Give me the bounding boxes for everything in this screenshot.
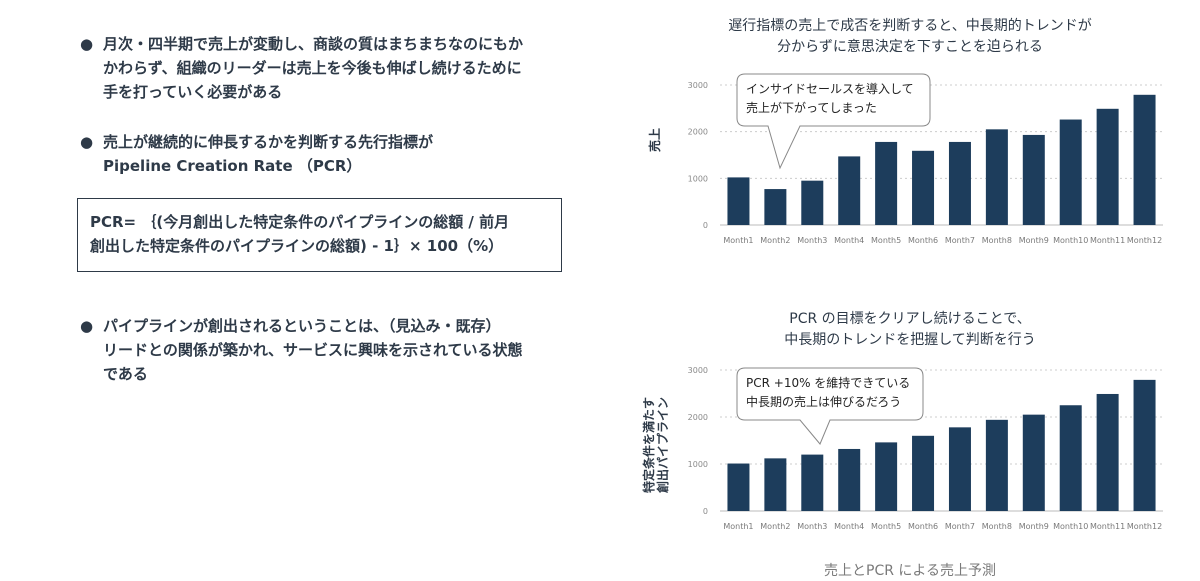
callout-text: インサイドセールスを導入して [746,82,914,96]
bar-month5 [875,442,898,511]
y-axis-label-line: 創出パイプライン [655,397,670,494]
bar-month4 [838,448,861,511]
x-tick-label: Month1 [723,522,753,531]
bar-month9 [1022,134,1045,225]
bar-month5 [875,141,898,225]
y-tick-label: 0 [703,507,708,516]
y-axis-label: 特定条件を満たす 創出パイプライン [641,397,670,494]
bullet-1: ● 月次・四半期で売上が変動し、商談の質はまちまちなのにもか かわらず、組織のリ… [80,32,560,104]
x-tick-label: Month8 [982,522,1012,531]
chart-2-title: PCR の目標をクリアし続けることで、 中長期のトレンドを把握して判断を行う [784,311,1036,348]
bullet-marker: ● [80,317,94,335]
bar-month11 [1096,393,1119,511]
x-tick-label: Month9 [1019,522,1049,531]
callout-text: PCR +10% を維持できている [746,375,910,390]
bullet-2: ● 売上が継続的に伸長するかを判断する先行指標が Pipeline Creati… [80,130,560,178]
x-tick-label: Month4 [834,236,864,245]
y-tick-label: 2000 [688,128,708,137]
chart-1-title: 遅行指標の売上で成否を判断すると、中長期的トレンドが 分からずに意思決定を下すこ… [728,18,1092,55]
bullet-text: 月次・四半期で売上が変動し、商談の質はまちまちなのにもか かわらず、組織のリーダ… [103,35,524,101]
x-tick-label: Month5 [871,236,901,245]
bar-month3 [801,180,824,225]
x-tick-label: Month2 [760,236,790,245]
bar-month6 [912,150,935,225]
bullet-text: 売上が継続的に伸長するかを判断する先行指標が Pipeline Creation… [103,133,434,175]
x-tick-label: Month4 [834,522,864,531]
x-tick-label: Month6 [908,236,938,245]
x-tick-label: Month8 [982,236,1012,245]
bar-month12 [1133,94,1156,225]
bullet-text: パイプラインが創出されるということは、（見込み・既存） リードとの関係が築かれ、… [103,317,523,383]
bar-month2 [764,189,787,225]
x-tick-label: Month1 [723,236,753,245]
bullet-marker: ● [80,35,94,53]
bullet-3: ● パイプラインが創出されるということは、（見込み・既存） リードとの関係が築か… [80,314,560,386]
y-tick-label: 3000 [688,366,708,375]
x-tick-label: Month10 [1053,522,1088,531]
y-tick-label: 1000 [688,174,708,183]
chart-1: 0 1000 2000 3000 Month1 Month2 Month3 Month4 Mon… [647,73,1163,245]
bar-month6 [912,435,935,511]
y-tick-label: 3000 [688,81,708,90]
bar-month10 [1059,119,1082,225]
bullet-marker: ● [80,133,94,151]
y-tick-label: 2000 [688,413,708,422]
x-tick-label: Month12 [1127,236,1162,245]
bar-month2 [764,458,787,511]
callout-bubble [736,73,931,170]
bar-month11 [1096,108,1119,225]
bar-month7 [948,427,971,511]
x-tick-label: Month11 [1090,236,1125,245]
bar-month1 [727,463,750,511]
x-tick-label: Month10 [1053,236,1088,245]
bar-month3 [801,454,824,511]
bar-month1 [727,177,750,225]
bar-month8 [985,419,1008,511]
x-tick-label: Month7 [945,522,975,531]
y-tick-label: 0 [703,221,708,230]
x-tick-label: Month12 [1127,522,1162,531]
y-axis-label-line: 売上 [647,128,662,152]
x-tick-label: Month3 [797,236,827,245]
callout-bubble [736,367,924,445]
bar-month12 [1133,379,1156,511]
x-tick-label: Month9 [1019,236,1049,245]
x-tick-label: Month2 [760,522,790,531]
x-tick-label: Month3 [797,522,827,531]
pcr-formula-box: PCR= ｛(今月創出した特定条件のパイプラインの総額 / 前月 創出した特定条… [77,198,562,272]
callout-text: 売上が下がってしまった [746,100,877,115]
figure-caption: 売上とPCR による売上予測 [824,563,996,579]
x-tick-label: Month6 [908,522,938,531]
bar-month7 [948,141,971,225]
y-tick-label: 1000 [688,460,708,469]
bar-month9 [1022,414,1045,511]
bar-month4 [838,156,861,225]
y-axis-label: 売上 [647,128,662,152]
bar-month10 [1059,405,1082,511]
x-tick-label: Month5 [871,522,901,531]
bar-month8 [985,129,1008,225]
x-tick-label: Month11 [1090,522,1125,531]
chart-2: 0 1000 2000 3000 Month1 Month2 Month3 Month4 Mon… [641,366,1163,531]
x-tick-label: Month7 [945,236,975,245]
y-axis-label-line: 特定条件を満たす [641,397,656,493]
callout-text: 中長期の売上は伸びるだろう [746,394,901,409]
